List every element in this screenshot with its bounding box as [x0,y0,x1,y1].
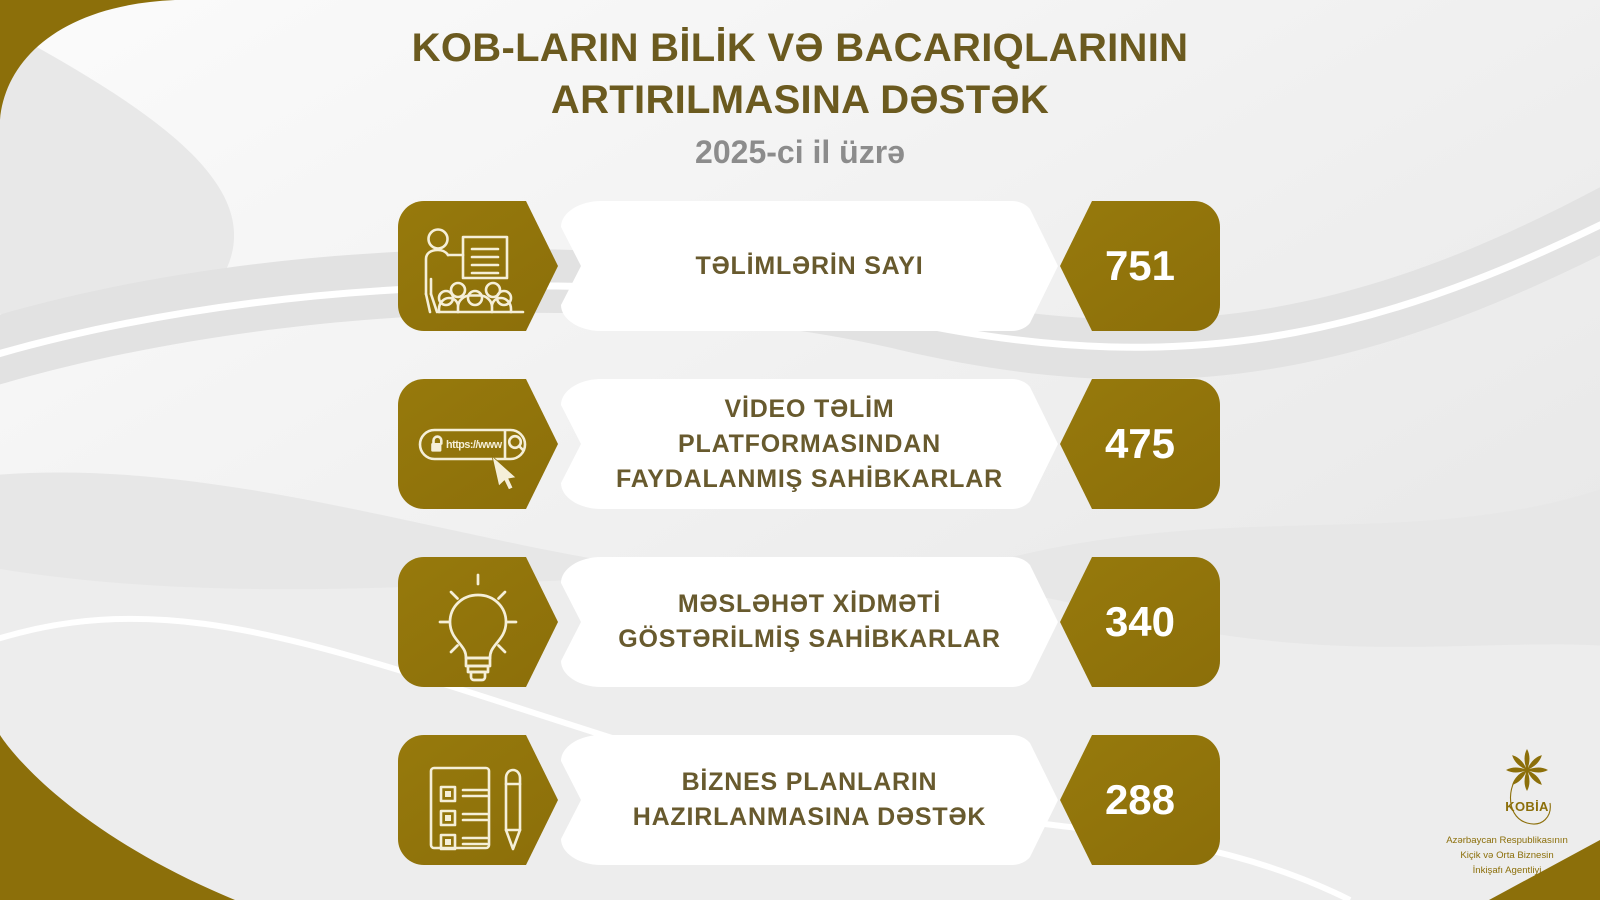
svg-text:https://www: https://www [446,439,503,451]
